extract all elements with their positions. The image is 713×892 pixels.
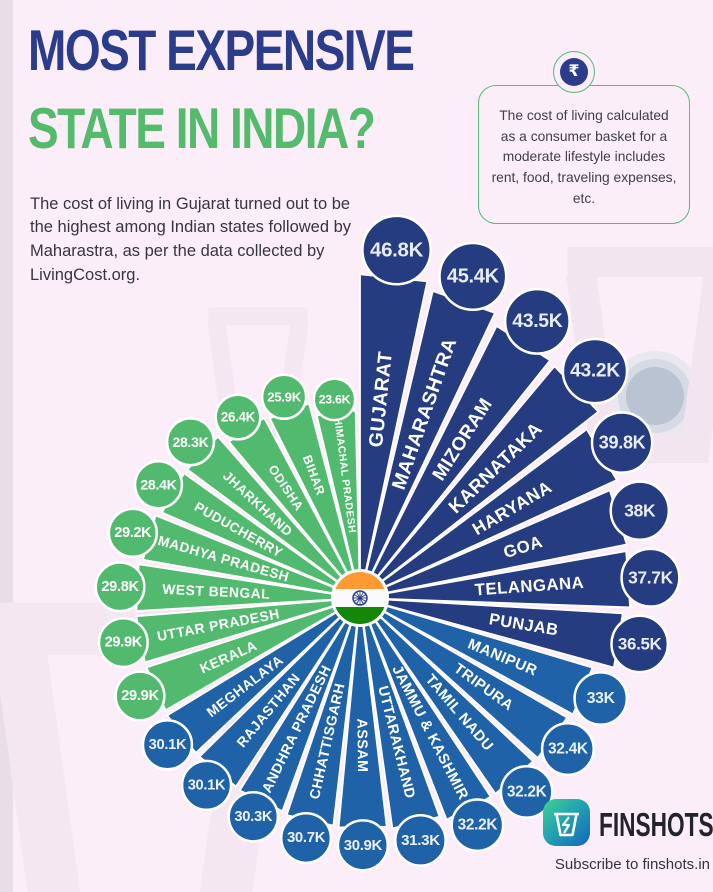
state-value-bubble-assam <box>336 819 390 872</box>
state-value-rajasthan: 30.1K <box>188 777 226 793</box>
state-value-bubble-himachal-pradesh <box>312 377 357 422</box>
state-value-bubble-odisha <box>214 393 262 441</box>
state-value-bubble-puducherry <box>133 460 184 510</box>
state-value-bubble-mizoram <box>503 287 571 355</box>
state-value-mizoram: 43.5K <box>512 311 562 332</box>
state-value-bubble-gujarat <box>361 214 432 286</box>
state-value-uttarakhand: 31.3K <box>401 832 440 849</box>
state-value-madhya-pradesh: 29.2K <box>114 525 152 541</box>
state-value-gujarat: 46.8K <box>370 239 424 262</box>
state-value-jharkhand: 28.3K <box>173 434 209 450</box>
state-value-telangana: 37.7K <box>628 568 673 588</box>
rupee-icon-ring: ₹ <box>553 51 595 93</box>
state-value-bubble-telangana <box>620 547 681 608</box>
state-value-bubble-punjab <box>610 614 670 674</box>
state-value-maharashtra: 45.4K <box>447 265 500 287</box>
state-value-bubble-bihar <box>260 373 308 421</box>
callout-text: The cost of living calculated as a consu… <box>491 108 677 206</box>
india-flag-icon <box>331 569 389 627</box>
state-value-karnataka: 43.2K <box>570 361 620 382</box>
state-value-himachal-pradesh: 23.6K <box>319 392 351 406</box>
state-value-andhra-pradesh: 30.3K <box>234 809 272 825</box>
state-value-puducherry: 28.4K <box>140 477 177 493</box>
state-value-uttar-pradesh: 29.9K <box>105 635 143 651</box>
state-value-bubble-karnataka <box>561 337 629 405</box>
state-value-tamil-nadu: 32.2K <box>507 783 547 800</box>
rupee-icon: ₹ <box>560 58 588 86</box>
state-value-tripura: 32.4K <box>548 741 589 758</box>
state-value-assam: 30.9K <box>344 837 383 854</box>
state-value-bihar: 25.9K <box>267 389 301 404</box>
state-value-bubble-kerala <box>114 670 166 722</box>
state-value-punjab: 36.5K <box>618 634 663 653</box>
state-value-haryana: 39.8K <box>599 433 646 453</box>
finshots-logo-icon <box>543 799 590 846</box>
page-title-line2: STATE IN INDIA? <box>28 95 376 161</box>
state-label-assam: ASSAM <box>353 718 370 772</box>
state-value-odisha: 26.4K <box>221 410 256 425</box>
state-value-chhattisgarh: 30.7K <box>287 830 326 846</box>
state-value-bubble-andhra-pradesh <box>227 790 280 843</box>
cost-of-living-callout: The cost of living calculated as a consu… <box>478 85 690 225</box>
state-value-bubble-chhattisgarh <box>279 811 333 865</box>
state-value-manipur: 33K <box>587 690 616 707</box>
state-value-bubble-maharashtra <box>438 241 508 311</box>
state-value-bubble-goa <box>609 480 671 541</box>
state-label-west-bengal: WEST BENGAL <box>162 581 271 602</box>
state-value-jammu-kashmir: 32.2K <box>458 817 498 834</box>
state-value-bubble-tamil-nadu <box>499 765 554 819</box>
state-value-bubble-tripura <box>540 722 595 777</box>
state-value-kerala: 29.9K <box>121 688 159 704</box>
subtitle-text: The cost of living in Gujarat turned out… <box>30 194 352 285</box>
state-value-bubble-jammu-kashmir <box>450 798 505 853</box>
state-value-goa: 38K <box>624 501 656 521</box>
state-value-bubble-jharkhand <box>165 417 216 467</box>
page-title-line1: MOST EXPENSIVE <box>28 17 415 83</box>
brand-name: FINSHOTS <box>599 806 713 844</box>
state-value-bubble-rajasthan <box>180 759 233 812</box>
state-value-bubble-haryana <box>590 411 654 474</box>
state-value-bubble-west-bengal <box>94 561 146 613</box>
state-value-bubble-uttarakhand <box>394 814 447 867</box>
state-value-bubble-uttar-pradesh <box>97 616 149 669</box>
subscribe-link[interactable]: Subscribe to finshots.in <box>554 856 710 873</box>
state-value-bubble-meghalaya <box>141 719 194 771</box>
state-value-bubble-madhya-pradesh <box>107 507 159 559</box>
state-value-bubble-manipur <box>573 671 629 726</box>
state-value-west-bengal: 29.8K <box>101 579 139 595</box>
state-value-meghalaya: 30.1K <box>149 737 187 753</box>
